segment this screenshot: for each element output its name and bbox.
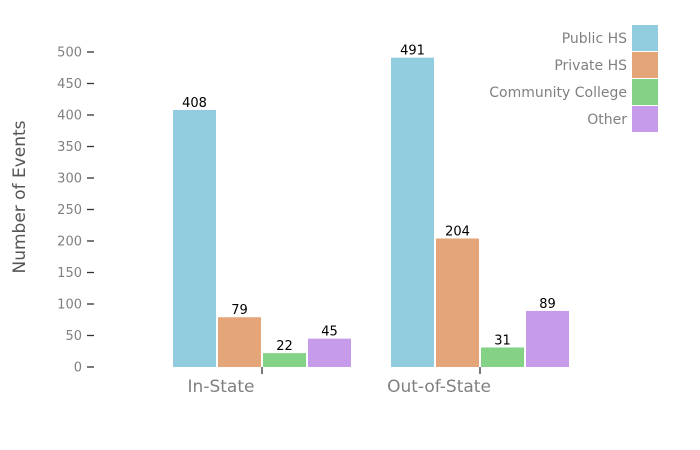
bars [173,57,569,368]
data-label: 31 [494,333,511,348]
y-tick-label: 0 [74,361,82,376]
data-label: 45 [321,325,338,340]
data-label: 79 [231,303,248,318]
data-label: 491 [400,44,425,59]
x-category-label: In-State [188,377,255,397]
bar-private-hs-out-of-state [436,238,479,367]
bar-public-hs-in-state [173,109,216,368]
legend: Public HS Private HS Community College Othe… [489,25,658,132]
y-axis-title: Number of Events [10,120,30,273]
bar-public-hs-out-of-state [391,57,434,368]
y-tick-label: 300 [57,172,82,187]
legend-label: Community College [489,85,627,101]
y-tick-label: 350 [57,140,82,155]
y-tick-label: 50 [65,329,82,344]
y-tick-label: 400 [57,109,82,124]
bar-community-college-in-state [263,353,306,367]
y-tick-label: 150 [57,266,82,281]
data-label: 204 [445,224,470,239]
legend-swatch [632,106,658,132]
bar-community-college-out-of-state [481,347,524,367]
bar-other-out-of-state [526,310,569,367]
y-tick-label: 100 [57,298,82,313]
y-tick-label: 250 [57,203,82,218]
bar-other-in-state [308,338,351,367]
data-label: 408 [182,96,207,111]
y-axis: 0 50 100 150 200 250 300 350 400 450 500 [57,46,94,376]
legend-label: Other [587,112,627,128]
y-tick-label: 200 [57,235,82,250]
x-axis: In-State Out-of-State [188,367,491,397]
data-label: 22 [276,339,293,354]
legend-swatch [632,79,658,105]
y-tick-label: 450 [57,77,82,92]
legend-label: Public HS [562,31,627,47]
y-tick-label: 500 [57,46,82,61]
data-label: 89 [539,297,556,312]
bar-private-hs-in-state [218,317,261,367]
legend-swatch [632,52,658,78]
x-category-label: Out-of-State [387,377,491,397]
data-labels: 408 79 22 45 491 204 31 89 [182,44,556,354]
legend-swatch [632,25,658,51]
legend-label: Private HS [554,58,627,74]
